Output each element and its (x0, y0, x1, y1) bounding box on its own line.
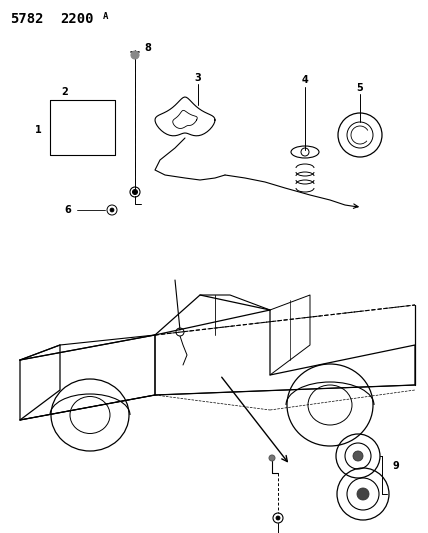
Text: 1: 1 (35, 125, 42, 135)
Text: 8: 8 (145, 43, 152, 53)
Text: A: A (103, 12, 108, 21)
Circle shape (133, 190, 137, 195)
Circle shape (353, 451, 363, 461)
Text: 3: 3 (195, 73, 202, 83)
Text: 5782: 5782 (10, 12, 44, 26)
Circle shape (110, 208, 114, 212)
Text: 2: 2 (62, 87, 68, 97)
Circle shape (276, 516, 280, 520)
Circle shape (357, 488, 369, 500)
Text: 9: 9 (392, 461, 399, 471)
Text: 6: 6 (65, 205, 71, 215)
Text: 5: 5 (357, 83, 363, 93)
Circle shape (131, 51, 139, 59)
Text: 4: 4 (302, 75, 309, 85)
Text: 2200: 2200 (60, 12, 93, 26)
Circle shape (269, 455, 275, 461)
